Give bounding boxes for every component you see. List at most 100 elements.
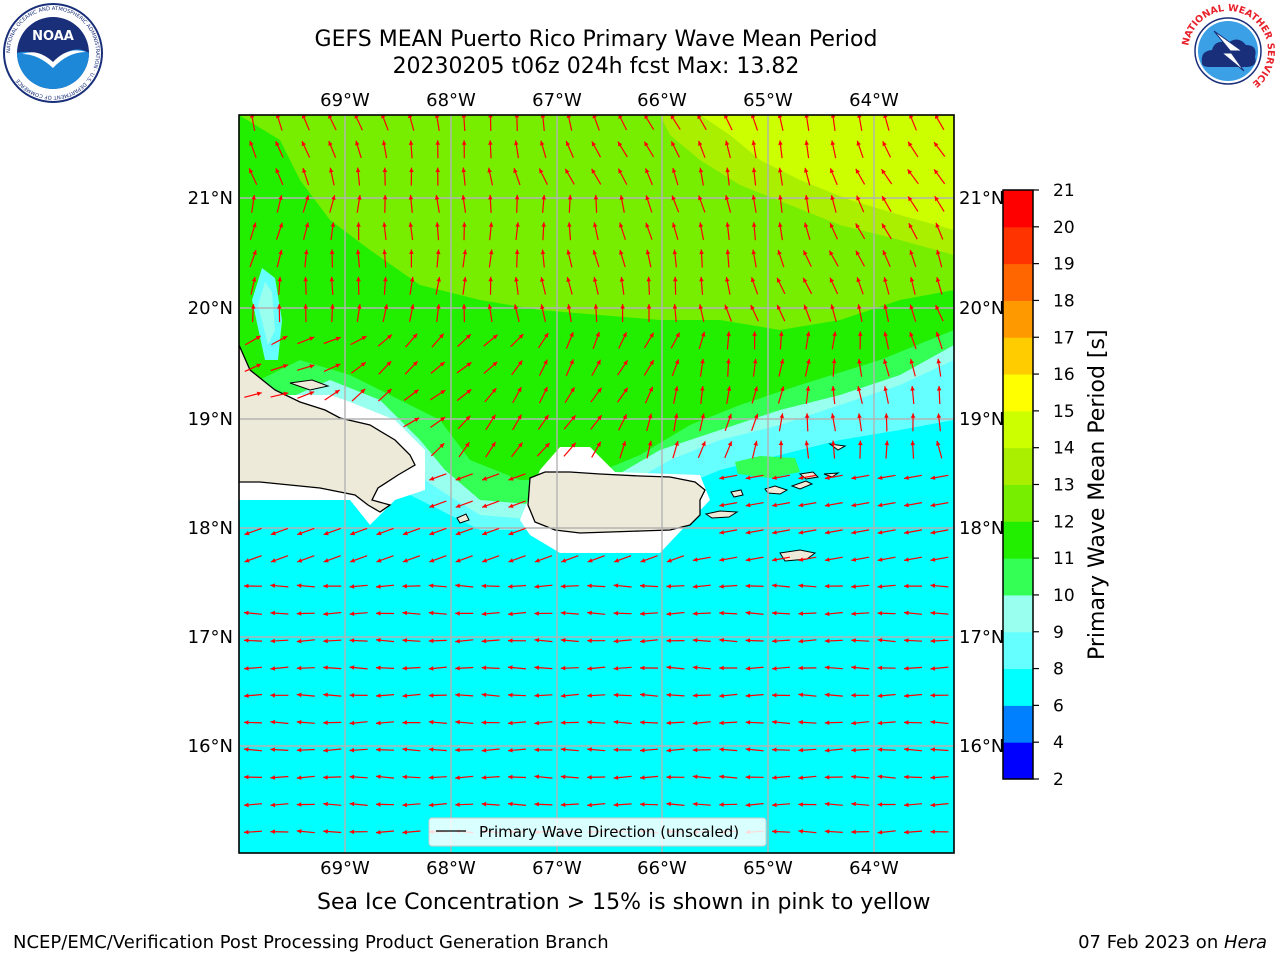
- wave-arrow-head: [724, 304, 729, 310]
- wave-arrow-head: [640, 802, 645, 807]
- wave-arrow-head: [623, 387, 628, 393]
- wave-arrow-head: [304, 195, 310, 201]
- wave-arrow-head: [587, 775, 592, 780]
- wave-arrow-head: [727, 413, 732, 419]
- wave-arrow-head: [614, 558, 620, 563]
- wave-arrow-head: [323, 638, 328, 644]
- wave-arrow-head: [877, 475, 883, 480]
- wave-arrow-head: [700, 386, 705, 391]
- wave-arrow-head: [309, 336, 315, 341]
- wave-arrow-head: [884, 413, 889, 418]
- wave-arrow-head: [851, 475, 857, 480]
- wave-arrow-head: [930, 693, 935, 698]
- wave-arrow-head: [934, 196, 939, 202]
- wave-arrow-head: [596, 441, 601, 447]
- wave-arrow-head: [930, 502, 936, 508]
- wave-arrow-head: [856, 140, 861, 146]
- lon-label: 67°W: [532, 858, 582, 879]
- wave-arrow-head: [719, 747, 724, 752]
- wave-arrow-head: [806, 358, 811, 364]
- wave-arrow-head: [779, 358, 785, 364]
- wave-arrow-head: [455, 558, 461, 563]
- wave-arrow-head: [414, 417, 420, 422]
- wave-arrow-head: [540, 249, 546, 255]
- wave-arrow-head: [909, 331, 914, 337]
- wave-arrow-head: [692, 801, 698, 807]
- wave-arrow-head: [935, 331, 941, 337]
- wave-arrow-head: [804, 167, 809, 173]
- wave-arrow-head: [543, 386, 548, 392]
- wave-arrow-head: [465, 442, 470, 448]
- wave-arrow-head: [904, 530, 909, 535]
- wave-arrow-head: [565, 141, 571, 146]
- wave-arrow-head: [408, 140, 414, 145]
- wave-arrow-head: [779, 413, 784, 419]
- colorbar-swatch: [1003, 374, 1033, 412]
- wave-arrow-head: [640, 611, 645, 616]
- colorbar-swatch: [1003, 558, 1033, 596]
- wave-arrow-head: [674, 359, 680, 365]
- wave-arrow-head: [429, 476, 435, 481]
- wave-arrow-head: [244, 666, 249, 671]
- wave-arrow-head: [514, 140, 519, 146]
- wave-arrow-head: [376, 693, 381, 698]
- wave-arrow-head: [647, 413, 653, 419]
- wave-arrow-head: [256, 363, 262, 368]
- wave-arrow-head: [909, 359, 914, 364]
- wave-arrow-head: [719, 774, 724, 779]
- colorbar-tick-label: 19: [1053, 255, 1075, 275]
- wave-arrow-head: [462, 222, 467, 227]
- wave-arrow-head: [698, 140, 703, 146]
- colorbar-swatch: [1003, 337, 1033, 375]
- wave-arrow-head: [461, 140, 467, 145]
- wave-arrow-head: [335, 363, 341, 368]
- wave-arrow-head: [674, 441, 679, 446]
- wave-arrow-head: [772, 475, 777, 480]
- wave-arrow-head: [725, 249, 731, 255]
- wave-arrow-head: [508, 611, 513, 617]
- wave-arrow-head: [323, 665, 328, 670]
- wave-arrow-head: [270, 802, 276, 808]
- colorbar-swatch: [1003, 263, 1033, 301]
- wave-arrow-head: [597, 387, 602, 393]
- wave-arrow-head: [935, 222, 940, 228]
- wave-arrow-head: [618, 168, 623, 174]
- wave-arrow-head: [481, 665, 487, 671]
- wave-arrow-head: [719, 802, 724, 807]
- wave-arrow-head: [613, 638, 619, 644]
- wave-arrow-head: [824, 775, 830, 780]
- wave-arrow-head: [587, 802, 592, 808]
- wave-arrow-head: [461, 304, 467, 309]
- wave-arrow-head: [508, 584, 513, 589]
- wave-arrow-head: [674, 386, 679, 391]
- wave-arrow-head: [376, 747, 381, 752]
- wave-arrow-head: [357, 195, 362, 200]
- wave-arrow-head: [881, 223, 887, 229]
- lat-label: 21°N: [188, 188, 233, 209]
- lon-label: 65°W: [743, 90, 793, 111]
- nws-logo: NATIONAL WEATHER SERVICE: [1178, 1, 1278, 101]
- wave-arrow-head: [745, 774, 751, 780]
- wave-arrow-head: [908, 141, 913, 147]
- wave-arrow-head: [719, 584, 724, 589]
- wave-arrow-head: [567, 222, 572, 227]
- wave-arrow-head: [349, 693, 355, 698]
- wave-arrow-head: [244, 610, 249, 616]
- colorbar-tick-label: 9: [1053, 623, 1064, 643]
- wave-arrow-head: [376, 611, 381, 616]
- wave-arrow-head: [904, 610, 909, 616]
- wave-arrow-head: [672, 222, 677, 228]
- wave-arrow-head: [301, 141, 306, 147]
- wave-arrow-head: [428, 802, 434, 808]
- wave-arrow-head: [851, 638, 856, 643]
- puerto-rico-land: [527, 471, 706, 534]
- lon-label: 66°W: [637, 858, 687, 879]
- wave-arrow-head: [323, 775, 328, 780]
- wave-arrow-head: [666, 720, 671, 726]
- wave-arrow-head: [335, 336, 341, 341]
- wave-arrow-head: [349, 829, 355, 835]
- wave-arrow-head: [534, 665, 539, 670]
- wave-arrow-head: [249, 168, 254, 174]
- wave-arrow-head: [455, 638, 460, 644]
- lon-label: 69°W: [320, 858, 370, 879]
